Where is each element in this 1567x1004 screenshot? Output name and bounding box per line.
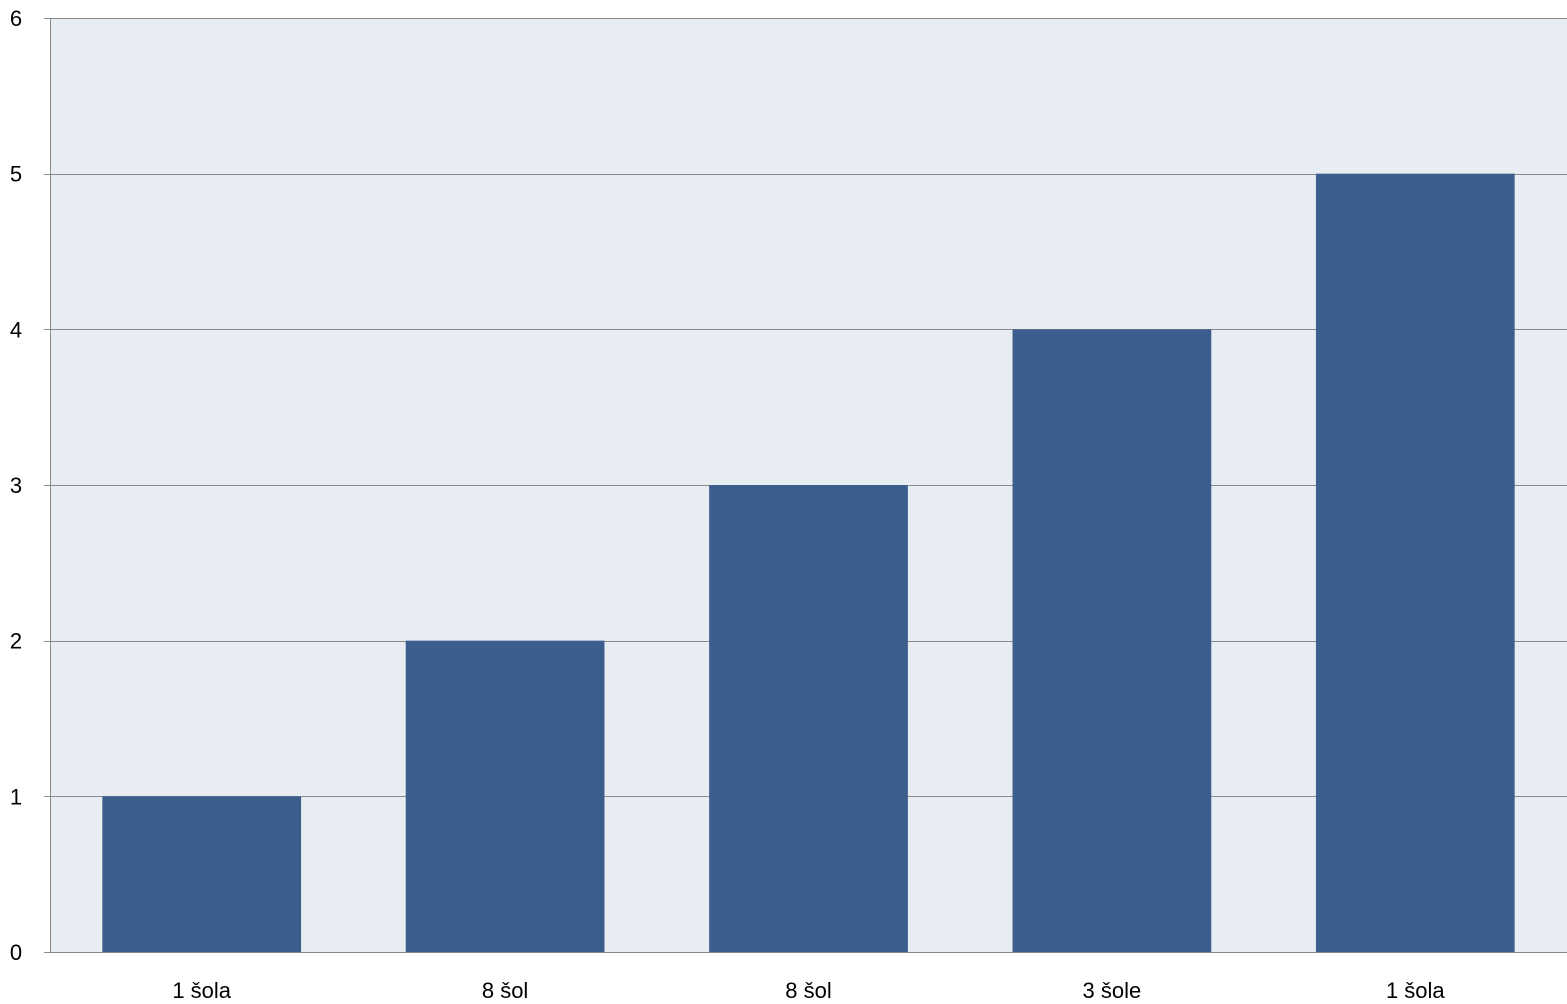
y-tick-label: 5	[10, 162, 22, 187]
y-tick-label: 0	[10, 940, 22, 965]
x-tick-label: 1 šola	[172, 978, 231, 1003]
y-axis-tick-labels: 0 1 2 3 4 5 6	[10, 6, 22, 965]
bar	[709, 485, 908, 952]
y-tick-label: 3	[10, 473, 22, 498]
bar	[405, 640, 605, 952]
x-tick-label: 8 šol	[482, 978, 528, 1003]
x-axis-tick-labels: 1 šola 8 šol 8 šol 3 šole 1 šola	[172, 978, 1445, 1003]
y-tick-label: 6	[10, 6, 22, 31]
bar	[102, 796, 302, 952]
bar	[1012, 329, 1212, 952]
y-tick-label: 1	[10, 784, 22, 809]
x-tick-label: 1 šola	[1386, 978, 1445, 1003]
y-tick-label: 4	[10, 317, 22, 342]
axes	[44, 18, 1567, 953]
x-tick-label: 3 šole	[1083, 978, 1142, 1003]
bar	[1315, 173, 1515, 952]
bars	[102, 173, 1515, 952]
x-tick-label: 8 šol	[785, 978, 831, 1003]
y-tick-label: 2	[10, 629, 22, 654]
